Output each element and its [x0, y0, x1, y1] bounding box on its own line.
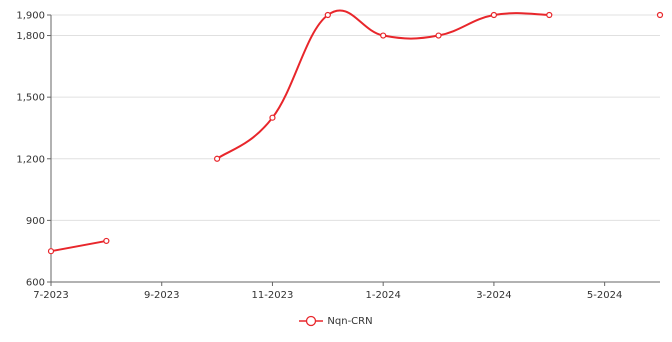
x-tick-label: 5-2024: [587, 290, 622, 301]
data-point: [103, 237, 110, 245]
x-tick-label: 7-2023: [33, 290, 68, 301]
data-point: [435, 32, 442, 39]
data-point: [546, 11, 553, 19]
y-tick-label: 1,200: [16, 154, 45, 165]
x-tick-label: 9-2023: [144, 290, 179, 301]
legend-marker-icon: [299, 315, 324, 327]
y-tick-label: 600: [26, 278, 45, 289]
data-point: [656, 11, 664, 19]
data-point: [269, 114, 276, 121]
y-tick-label: 1,800: [16, 31, 45, 42]
y-tick-label: 900: [26, 216, 45, 227]
data-point: [490, 11, 498, 19]
legend-label: Nqn-CRN: [327, 315, 373, 327]
data-point: [324, 11, 331, 19]
series-line: [50, 239, 107, 253]
data-point: [213, 155, 221, 162]
data-point: [47, 248, 55, 255]
legend: Nqn-CRN: [0, 315, 672, 330]
x-tick-label: 11-2023: [252, 290, 294, 301]
y-tick-label: 1,900: [16, 11, 45, 22]
x-tick-label: 3-2024: [476, 290, 511, 301]
data-point: [380, 32, 387, 39]
y-tick-label: 1,500: [16, 93, 45, 104]
x-tick-label: 1-2024: [365, 290, 400, 301]
legend-item-series[interactable]: Nqn-CRN: [299, 315, 373, 327]
